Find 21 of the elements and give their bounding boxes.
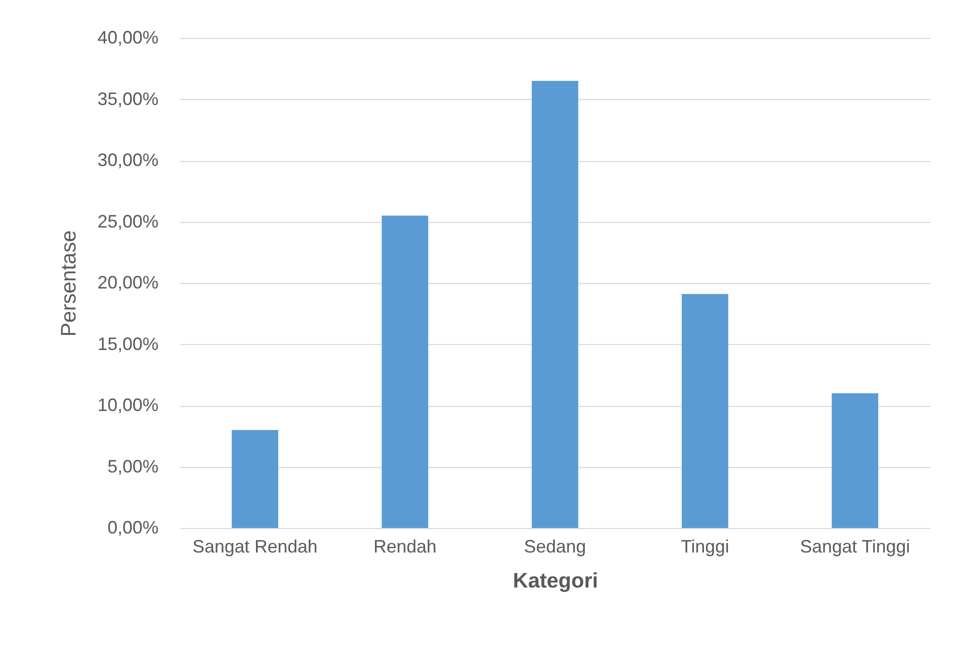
bar xyxy=(232,430,278,528)
y-tick-label: 5,00% xyxy=(107,456,158,476)
y-tick-label: 40,00% xyxy=(97,28,158,48)
x-tick-label: Rendah xyxy=(373,536,437,556)
bar xyxy=(382,216,428,528)
bar xyxy=(682,294,728,528)
y-tick-label: 25,00% xyxy=(97,211,158,232)
y-tick-label: 15,00% xyxy=(97,334,158,354)
y-tick-label: 10,00% xyxy=(97,395,158,415)
x-tick-label: Tinggi xyxy=(680,536,730,556)
y-tick-label: 0,00% xyxy=(107,518,158,538)
x-tick-label: Sangat Tinggi xyxy=(800,536,910,556)
y-tick-label: 30,00% xyxy=(97,150,158,170)
bar xyxy=(832,393,878,528)
x-tick-label: Sangat Rendah xyxy=(192,536,318,556)
y-axis-title: Persentase xyxy=(57,230,80,337)
y-tick-label: 20,00% xyxy=(97,272,158,292)
bar xyxy=(532,80,578,528)
y-tick-label: 35,00% xyxy=(97,88,158,109)
x-axis-title: Kategori xyxy=(512,570,598,592)
x-tick-label: Sedang xyxy=(524,536,586,556)
